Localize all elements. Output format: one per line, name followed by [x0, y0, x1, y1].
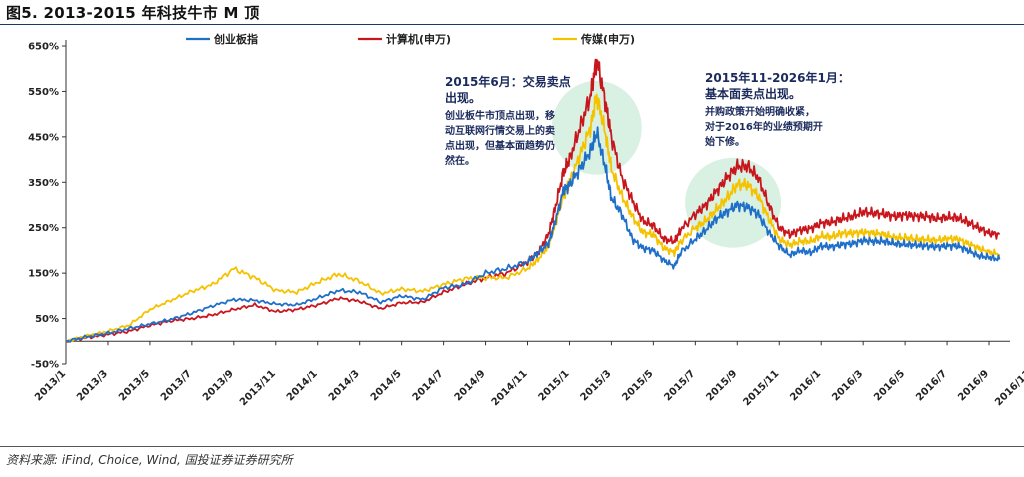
- annotation-body-line: 动互联网行情交易上的卖: [445, 124, 555, 137]
- x-tick-label: 2014/7: [411, 368, 446, 403]
- y-tick-label: 150%: [28, 269, 59, 280]
- x-tick-label: 2014/9: [453, 368, 488, 403]
- x-tick-label: 2014/5: [369, 368, 404, 403]
- annotation-title-line: 2015年6月：交易卖点: [445, 74, 571, 89]
- x-tick-label: 2016/7: [914, 368, 949, 403]
- x-tick-label: 2016/1: [788, 368, 823, 403]
- x-tick-label: 2013/1: [33, 368, 68, 403]
- source-divider: [0, 446, 1024, 447]
- annotation-body-line: 并购政策开始明确收紧，: [705, 105, 815, 118]
- annotation-body-line: 对于2016年的业绩预期开: [705, 120, 823, 133]
- annotation-title-line: 出现。: [445, 90, 481, 105]
- x-tick-label: 2015/5: [621, 368, 656, 403]
- legend-label-2: 传媒(申万): [580, 32, 635, 46]
- y-tick-label: -50%: [31, 360, 59, 371]
- x-tick-label: 2013/9: [201, 368, 236, 403]
- source-note: 资料来源: iFind, Choice, Wind, 国投证券证券研究所: [6, 453, 293, 467]
- series-line-1: [65, 58, 1001, 343]
- x-tick-label: 2016/9: [956, 368, 991, 403]
- y-tick-label: 250%: [28, 223, 59, 234]
- x-tick-label: 2015/3: [579, 368, 614, 403]
- series-layer: [65, 58, 1001, 343]
- y-tick-label: 650%: [28, 42, 59, 53]
- x-tick-label: 2015/1: [537, 368, 572, 403]
- chart-axes: 650%550%450%350%250%150%50%-50%2013/1 201…: [28, 40, 1024, 408]
- x-tick-label: 2015/7: [662, 368, 697, 403]
- y-tick-label: 450%: [28, 132, 59, 143]
- x-tick-label: 2013/5: [117, 368, 152, 403]
- y-tick-label: 550%: [28, 87, 59, 98]
- series-line-2: [65, 93, 1001, 343]
- x-tick-label: 2015/9: [704, 368, 739, 403]
- x-tick-label: 2016/11: [993, 368, 1024, 408]
- series-line-0: [65, 126, 1001, 343]
- annotations: 2015年6月：交易卖点出现。创业板牛市顶点出现，移动互联网行情交易上的卖点出现…: [444, 70, 850, 167]
- annotation-body-line: 点出现，但基本面趋势仍: [445, 139, 555, 152]
- annotation-body-line: 然在。: [445, 154, 475, 167]
- annotation-body-line: 始下修。: [705, 135, 745, 148]
- x-tick-label: 2013/3: [75, 368, 110, 403]
- title-divider: [0, 24, 1024, 25]
- x-tick-label: 2014/3: [327, 368, 362, 403]
- legend-label-0: 创业板指: [213, 32, 258, 46]
- annotation-title-line: 2015年11-2026年1月：: [705, 70, 850, 85]
- annotation-body-line: 创业板牛市顶点出现，移: [444, 109, 555, 122]
- chart-legend: 创业板指 计算机(申万) 传媒(申万): [186, 32, 635, 46]
- figure-title: 图5. 2013-2015 年科技牛市 M 顶: [6, 4, 260, 22]
- x-tick-label: 2016/5: [872, 368, 907, 403]
- x-tick-label: 2014/1: [285, 368, 320, 403]
- x-tick-label: 2016/3: [830, 368, 865, 403]
- x-tick-label: 2013/7: [159, 368, 194, 403]
- y-tick-label: 350%: [28, 178, 59, 189]
- annotation-title-line: 基本面卖点出现。: [704, 86, 801, 101]
- y-tick-label: 50%: [35, 314, 59, 325]
- x-tick-label: 2015/11: [741, 368, 781, 408]
- line-chart: 650%550%450%350%250%150%50%-50%2013/1 201…: [28, 32, 1024, 408]
- legend-label-1: 计算机(申万): [386, 32, 451, 46]
- x-tick-label: 2013/11: [238, 368, 278, 408]
- x-tick-label: 2014/11: [490, 368, 530, 408]
